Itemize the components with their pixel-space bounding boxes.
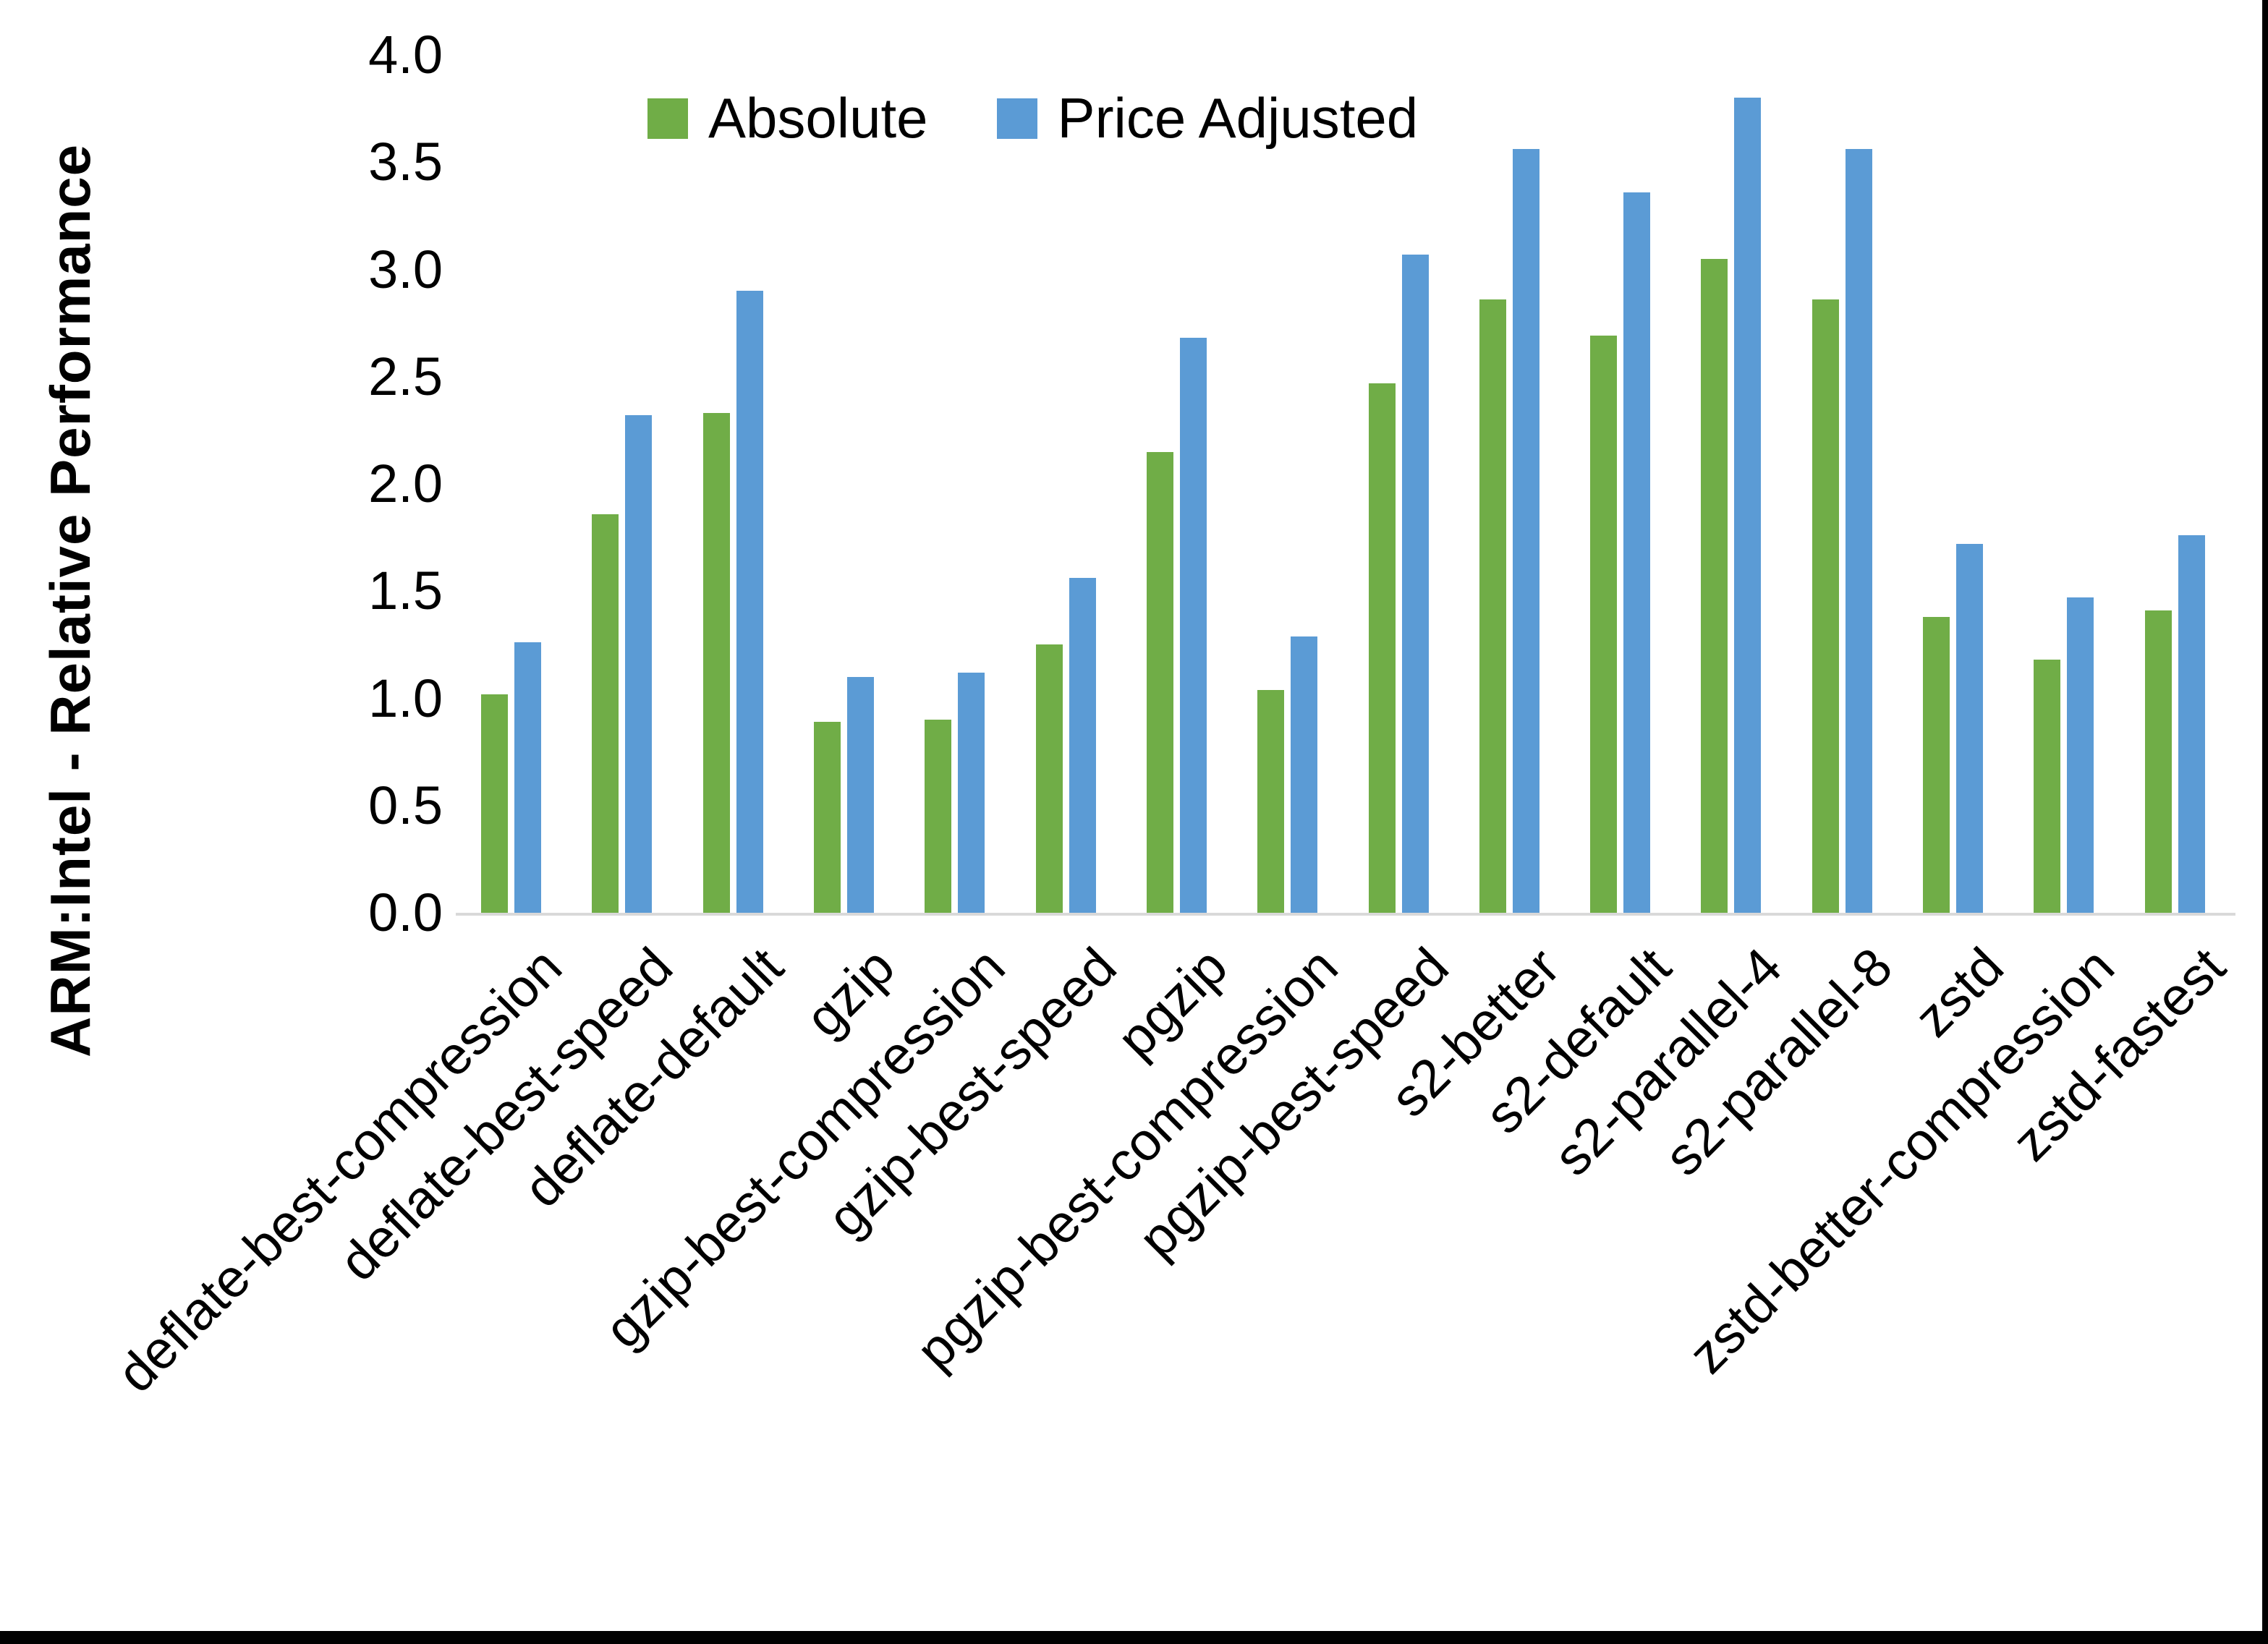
- bar-price-adjusted-s2-parallel-8: [1845, 149, 1872, 913]
- y-tick-label-3.5: 3.5: [368, 132, 443, 192]
- bar-absolute-pgzip-best-compression: [1257, 689, 1285, 913]
- bar-absolute-deflate-default: [702, 413, 730, 913]
- y-tick-label-0.5: 0.5: [368, 775, 443, 835]
- bar-absolute-deflate-best-compression: [481, 694, 509, 913]
- x-axis-line: [456, 913, 2235, 916]
- bar-absolute-zstd: [1923, 616, 1950, 913]
- y-tick-label-2.5: 2.5: [368, 346, 443, 406]
- bar-absolute-s2-default: [1590, 336, 1618, 913]
- x-axis-label-deflate-best-compression: deflate-best-compression: [105, 936, 573, 1404]
- bar-price-adjusted-pgzip-best-speed: [1401, 254, 1429, 913]
- bar-price-adjusted-gzip-best-speed: [1069, 578, 1096, 913]
- legend-swatch-icon: [996, 98, 1037, 139]
- bar-price-adjusted-s2-parallel-4: [1734, 98, 1762, 913]
- bar-absolute-gzip-best-speed: [1035, 644, 1063, 913]
- legend-label: Absolute: [708, 86, 928, 150]
- bar-absolute-s2-parallel-8: [1812, 299, 1839, 913]
- bar-price-adjusted-deflate-best-compression: [514, 642, 542, 913]
- bar-absolute-gzip: [814, 722, 841, 913]
- bar-price-adjusted-pgzip: [1179, 338, 1207, 913]
- y-tick-label-0.0: 0.0: [368, 882, 443, 942]
- bar-price-adjusted-deflate-best-speed: [625, 415, 653, 913]
- bar-absolute-pgzip: [1146, 451, 1173, 913]
- bar-absolute-s2-parallel-4: [1701, 258, 1728, 913]
- bar-absolute-gzip-best-compression: [925, 720, 952, 913]
- y-tick-label-2.0: 2.0: [368, 453, 443, 514]
- bar-price-adjusted-s2-better: [1512, 149, 1539, 913]
- bar-absolute-zstd-better-compression: [2034, 660, 2061, 913]
- bar-price-adjusted-zstd: [1956, 544, 1984, 913]
- legend: Absolute Price Adjusted: [647, 85, 1418, 151]
- bar-absolute-deflate-best-speed: [592, 514, 619, 913]
- legend-label: Price Adjusted: [1057, 86, 1419, 150]
- bar-price-adjusted-zstd-fastest: [2178, 535, 2205, 913]
- y-tick-label-4.0: 4.0: [368, 25, 443, 85]
- bar-price-adjusted-gzip: [847, 676, 875, 913]
- bar-absolute-zstd-fastest: [2144, 610, 2172, 913]
- bar-price-adjusted-deflate-default: [736, 291, 763, 913]
- frame-border-right: [2262, 0, 2268, 1644]
- bar-price-adjusted-zstd-better-compression: [2067, 597, 2094, 913]
- y-tick-label-3.0: 3.0: [368, 239, 443, 299]
- y-tick-label-1.5: 1.5: [368, 561, 443, 621]
- legend-item-absolute: Absolute: [647, 85, 928, 151]
- legend-item-price-adjusted: Price Adjusted: [996, 85, 1419, 151]
- legend-swatch-icon: [647, 98, 688, 139]
- bar-price-adjusted-pgzip-best-compression: [1291, 636, 1318, 913]
- y-tick-label-1.0: 1.0: [368, 668, 443, 728]
- frame-border-bottom: [0, 1631, 2268, 1644]
- bar-price-adjusted-s2-default: [1623, 192, 1651, 913]
- bar-absolute-pgzip-best-speed: [1368, 383, 1396, 913]
- bar-price-adjusted-gzip-best-compression: [958, 672, 985, 913]
- y-axis-title: ARM:Intel - Relative Performance: [38, 144, 102, 1057]
- bar-absolute-s2-better: [1479, 299, 1506, 913]
